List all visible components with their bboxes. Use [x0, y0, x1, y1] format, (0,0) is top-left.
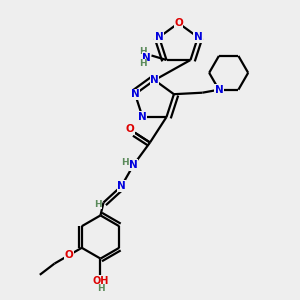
Text: H: H	[94, 200, 101, 208]
Text: O: O	[64, 250, 73, 260]
Text: N: N	[194, 32, 202, 42]
Text: N: N	[138, 112, 147, 122]
Text: H: H	[121, 158, 128, 166]
Text: H: H	[139, 59, 146, 68]
Text: OH: OH	[92, 275, 109, 286]
Text: N: N	[214, 85, 223, 95]
Text: H: H	[139, 47, 146, 56]
Text: O: O	[125, 124, 134, 134]
Text: N: N	[129, 160, 138, 170]
Text: H: H	[97, 284, 104, 293]
Text: O: O	[174, 18, 183, 28]
Text: N: N	[117, 181, 126, 191]
Text: N: N	[155, 32, 164, 42]
Text: N: N	[142, 53, 151, 63]
Text: N: N	[150, 75, 159, 85]
Text: N: N	[131, 89, 140, 99]
Text: N: N	[214, 85, 223, 95]
